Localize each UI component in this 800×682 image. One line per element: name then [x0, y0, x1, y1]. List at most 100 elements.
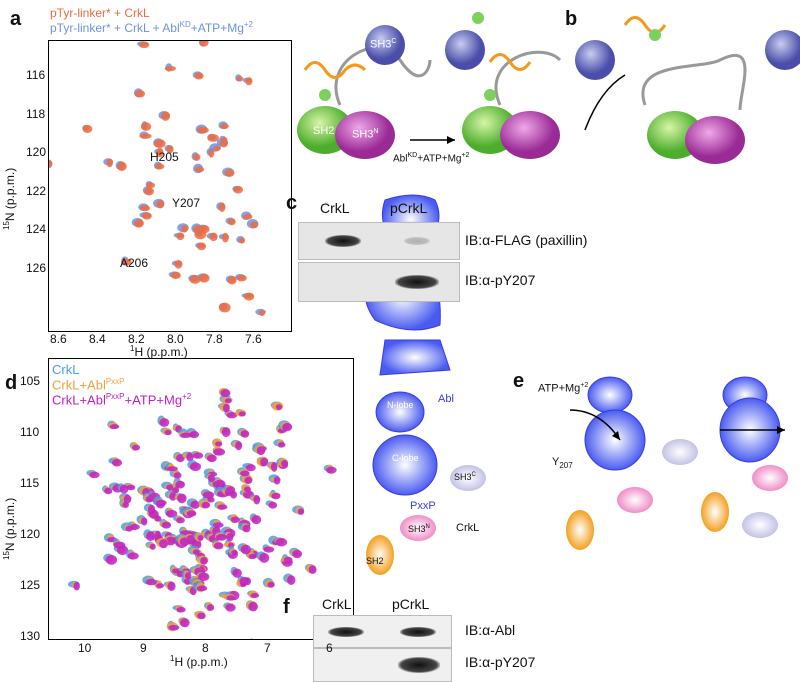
sh2-label: SH2 — [313, 125, 335, 137]
nmr-peak — [271, 492, 281, 500]
x-tick-d: 9 — [140, 641, 147, 655]
nmr-peak — [138, 41, 150, 49]
nmr-peak — [176, 606, 186, 613]
n-lobe — [722, 376, 768, 414]
nmr-peak — [198, 273, 210, 283]
nmr-peak — [189, 462, 201, 472]
x-tick-a: 7.8 — [206, 332, 223, 346]
nmr-peak — [202, 491, 215, 499]
nmr-peak — [166, 145, 174, 154]
nmr-peak — [226, 595, 236, 601]
nmr-peak — [248, 601, 258, 612]
nmr-peak — [292, 549, 303, 559]
legend-a-1: pTyr-linker* + CrkL — [50, 6, 150, 20]
nmr-peak — [273, 476, 281, 485]
nmr-peak — [206, 454, 217, 463]
nmr-peak — [170, 271, 181, 280]
nmr-peak — [154, 163, 165, 170]
legend-a-2: pTyr-linker* + CrkL + AblKD+ATP+Mg+2 — [50, 20, 253, 35]
y-tick-d: 105 — [20, 374, 41, 388]
nmr-peak — [207, 134, 219, 142]
nmr-peak — [176, 517, 185, 524]
nmr-peak — [139, 205, 150, 212]
peak-label-a206: A206 — [120, 256, 149, 270]
nmr-peak — [186, 510, 197, 517]
nmr-peak — [217, 504, 228, 510]
x-tick-a: 8.2 — [128, 332, 145, 346]
nmr-peak — [248, 553, 257, 560]
nmr-peak — [207, 474, 215, 483]
x-tick-d: 6 — [326, 641, 333, 655]
nmr-peak — [49, 159, 53, 169]
sh2-domain — [566, 510, 594, 550]
nmr-peak — [250, 592, 260, 599]
nmr-peak — [201, 501, 210, 509]
nmr-peak — [200, 557, 208, 565]
nmr-peak — [139, 133, 152, 139]
nmr-peak — [213, 542, 224, 550]
c-lobe — [584, 409, 646, 471]
nlobe-label: N-lobe — [387, 400, 414, 410]
nmr-peak — [146, 531, 156, 542]
c-lobe — [719, 397, 781, 463]
panel-e-arrow-label: ATP+Mg+2 — [538, 382, 589, 395]
nmr-peak — [119, 484, 129, 494]
panel-c-label: c — [286, 192, 298, 214]
nmr-peak — [161, 111, 171, 121]
nmr-peak — [225, 486, 236, 494]
nmr-peak — [184, 572, 192, 580]
nmr-peak — [242, 213, 253, 220]
nmr-peak — [175, 480, 186, 489]
panel-a-label: a — [10, 8, 22, 30]
peak-label-h205: H205 — [150, 150, 179, 164]
y-tick-d: 110 — [20, 425, 40, 439]
nmr-peak — [213, 145, 221, 152]
nmr-peak — [141, 212, 152, 220]
nmr-peak — [233, 185, 244, 194]
nmr-peak — [226, 532, 234, 542]
nmr-peak — [105, 554, 118, 565]
blot-py207-f — [313, 648, 452, 682]
nmr-peak — [180, 432, 192, 438]
y-axis-label-a: 15N (p.p.m.) — [2, 167, 17, 230]
blot-abl — [313, 615, 452, 648]
nmr-peak — [236, 274, 247, 282]
sh3c-e-label: SH3C — [454, 472, 476, 482]
nmr-peak — [165, 536, 176, 546]
y-tick-a: 120 — [26, 145, 47, 159]
x-tick-d: 8 — [202, 641, 209, 655]
nmr-peak — [181, 224, 188, 233]
nmr-peak — [147, 504, 156, 515]
nmr-peak — [263, 546, 275, 553]
nmr-peak — [220, 123, 229, 130]
nmr-peak — [224, 398, 232, 404]
nmr-peak — [192, 225, 204, 234]
sh3c-domain — [662, 439, 698, 465]
nmr-peak — [270, 461, 278, 472]
nmr-peak — [161, 521, 172, 529]
n-lobe — [375, 391, 425, 433]
nmr-peak — [120, 258, 132, 266]
y-axis-label-d: 15N (p.p.m.) — [2, 497, 17, 560]
nmr-peak — [193, 452, 204, 459]
nmr-peak — [172, 568, 180, 574]
blot-flag — [298, 222, 460, 260]
lane-pcrkl: pCrkL — [390, 200, 428, 216]
nmr-peak — [144, 187, 155, 196]
nmr-peak — [245, 77, 253, 86]
sh3n-domain — [617, 487, 653, 513]
nmr-peak — [212, 522, 224, 528]
x-tick-a: 8.0 — [167, 332, 184, 346]
nmr-peak — [126, 484, 136, 491]
x-axis-label-a: 1H (p.p.m.) — [130, 344, 188, 359]
nmr-peak — [222, 403, 230, 413]
nmr-peak — [226, 411, 238, 419]
nmr-peak — [243, 486, 251, 493]
nmr-peak — [240, 430, 250, 438]
y-tick-a: 124 — [26, 222, 47, 236]
nmr-peak — [180, 618, 190, 628]
nmr-peak — [174, 260, 183, 269]
nmr-peak — [218, 202, 226, 213]
nmr-peak — [169, 492, 177, 501]
lane-pcrkl-f: pCrkL — [392, 596, 430, 612]
